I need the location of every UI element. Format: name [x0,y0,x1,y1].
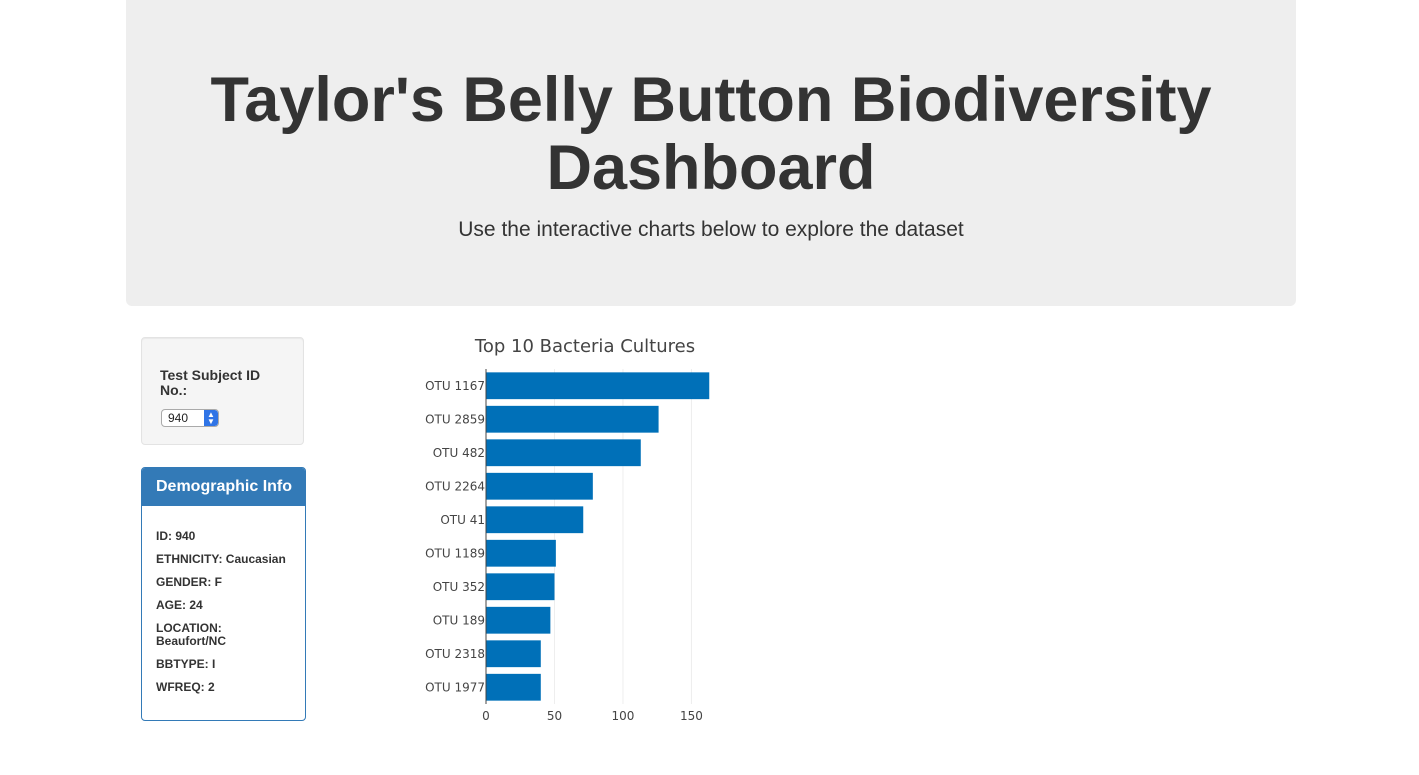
bar [486,405,659,433]
bar-chart[interactable]: Top 10 Bacteria Cultures 0 50 100 150 OTU 116… [400,330,740,730]
bar [486,673,541,701]
x-tick-label: 50 [547,709,562,723]
subject-id-select[interactable]: 940 ▲ ▼ [161,409,219,427]
bar [486,439,641,467]
bar [486,640,541,668]
y-tick-label: OTU 482 [433,446,485,460]
subject-id-value: 940 [168,411,189,425]
demographic-id: ID: 940 [156,529,196,543]
demographic-location: LOCATION: Beaufort/NC [156,621,227,648]
bar [486,506,584,534]
y-tick-label: OTU 2859 [425,412,485,426]
demographic-info-panel: Demographic Info ID: 940 ETHNICITY: Cauc… [141,467,306,721]
chart-title: Top 10 Bacteria Cultures [474,336,695,357]
y-tick-label: OTU 2318 [425,647,485,661]
demographic-info-body: ID: 940 ETHNICITY: Caucasian GENDER: F A… [142,506,305,694]
x-tick-label: 100 [612,709,635,723]
y-tick-label: OTU 1167 [425,379,485,393]
y-tick-label: OTU 2264 [425,479,485,493]
y-tick-label: OTU 189 [433,613,485,627]
demographic-info-heading: Demographic Info [142,468,305,506]
bar [486,372,710,400]
y-tick-label: OTU 1977 [425,680,485,694]
demographic-age: AGE: 24 [156,598,203,612]
demographic-gender: GENDER: F [156,575,222,589]
bar-chart-svg: Top 10 Bacteria Cultures 0 50 100 150 OTU 116… [425,336,710,723]
bar [486,539,556,567]
x-tick-label: 0 [482,709,490,723]
y-tick-label: OTU 352 [433,580,485,594]
subject-selector-panel: Test Subject ID No.: 940 ▲ ▼ [141,337,304,445]
page-subtitle: Use the interactive charts below to expl… [458,218,964,241]
y-tick-label: OTU 1189 [425,546,485,560]
demographic-ethnicity: ETHNICITY: Caucasian [156,552,286,566]
demographic-bbtype: BBTYPE: I [156,657,216,671]
select-arrows-icon: ▲ ▼ [204,410,218,426]
page-title: Taylor's Belly Button Biodiversity Dashb… [210,65,1212,203]
subject-selector-label: Test Subject ID No.: [160,367,261,398]
bar [486,472,593,500]
header-jumbotron: Taylor's Belly Button Biodiversity Dashb… [126,0,1296,306]
x-tick-label: 150 [680,709,703,723]
bar [486,573,555,601]
bar [486,606,551,634]
demographic-wfreq: WFREQ: 2 [156,680,215,694]
y-tick-label: OTU 41 [440,513,485,527]
